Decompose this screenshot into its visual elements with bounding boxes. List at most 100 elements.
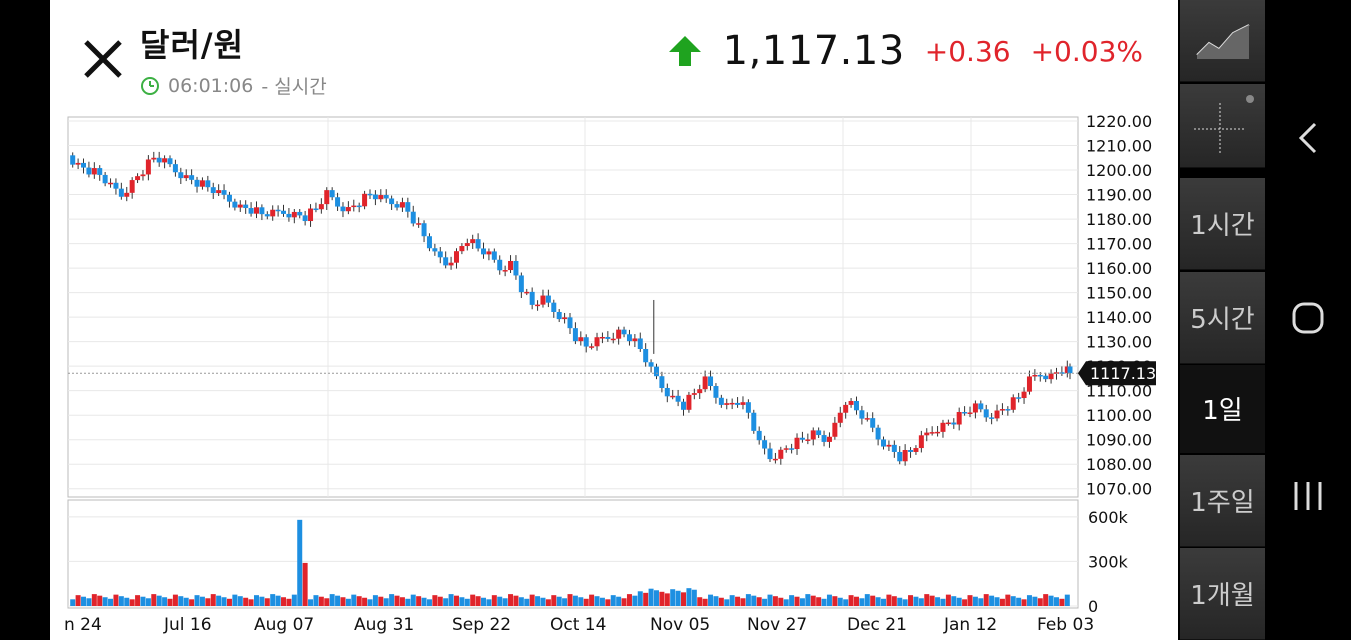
candle-body xyxy=(367,193,373,196)
candle-body xyxy=(918,435,924,449)
range-1d-button[interactable]: 1일 xyxy=(1180,365,1265,453)
candle-body xyxy=(891,444,897,452)
volume-bar xyxy=(551,595,557,606)
range-1m-button[interactable]: 1개월 xyxy=(1180,548,1265,640)
volume-chart[interactable]: 600k 300k 0 n 24 Jul 16 Aug 07 Aug 31 Sep 22 Oct… xyxy=(50,496,1178,640)
crosshair-icon xyxy=(1193,94,1254,155)
back-button[interactable] xyxy=(1265,98,1351,178)
volume-bar xyxy=(475,596,481,606)
volume-bar xyxy=(481,597,487,606)
volume-bar xyxy=(789,595,795,606)
candle-body xyxy=(767,448,773,460)
candle-body xyxy=(216,190,222,194)
candle-body xyxy=(124,192,130,197)
candle-body xyxy=(686,394,692,410)
crosshair-button[interactable] xyxy=(1180,84,1265,168)
volume-bar xyxy=(767,594,773,606)
close-icon[interactable] xyxy=(82,38,124,80)
candle-body xyxy=(729,402,735,405)
volume-bar xyxy=(826,594,832,606)
volume-bar xyxy=(275,595,281,606)
candle-body xyxy=(929,432,935,434)
volume-bar xyxy=(426,599,432,606)
volume-bar xyxy=(881,598,887,606)
candle-body xyxy=(86,167,92,175)
volume-bar xyxy=(270,594,276,606)
candle-body xyxy=(91,168,97,175)
volume-tick-label: 300k xyxy=(1088,552,1129,571)
recents-button[interactable] xyxy=(1265,456,1351,536)
volume-tick-label: 0 xyxy=(1088,597,1098,616)
volume-bar xyxy=(448,594,454,606)
candle-body xyxy=(199,180,205,187)
candle-body xyxy=(751,412,757,431)
volume-bar xyxy=(178,596,184,606)
quote-block: 1,117.13 +0.36 +0.03% xyxy=(667,28,1143,74)
candle-body xyxy=(129,180,135,193)
candlestick-chart[interactable]: 1220.00 1210.00 1200.00 1190.00 1180.00 1170.… xyxy=(50,110,1178,510)
volume-bar xyxy=(718,597,724,606)
candle-body xyxy=(816,430,822,436)
candle-body xyxy=(416,223,422,225)
candle-body xyxy=(972,403,978,413)
candle-body xyxy=(821,435,827,442)
current-price: 1,117.13 xyxy=(722,28,905,74)
volume-bar xyxy=(1064,594,1070,606)
volume-bar xyxy=(686,588,692,606)
volume-bar xyxy=(902,599,908,606)
candle-body xyxy=(475,239,481,249)
candle-body xyxy=(643,349,649,363)
volume-bar xyxy=(286,598,292,606)
candle-body xyxy=(291,211,297,218)
y-tick-label: 1070.00 xyxy=(1086,480,1152,499)
candle-body xyxy=(913,448,919,452)
current-price-label: 1117.13 xyxy=(1090,364,1156,383)
candle-body xyxy=(162,158,168,163)
volume-bar xyxy=(875,597,881,606)
volume-bar xyxy=(372,595,378,606)
volume-bar xyxy=(572,595,578,606)
volume-bar xyxy=(70,599,76,606)
range-label: 1일 xyxy=(1202,396,1243,426)
candle-body xyxy=(605,336,611,339)
candle-body xyxy=(708,376,714,387)
volume-bar xyxy=(329,594,335,606)
chart-type-button[interactable] xyxy=(1180,0,1265,82)
volume-bar xyxy=(924,594,930,606)
candle-body xyxy=(410,211,416,224)
candle-body xyxy=(513,260,519,276)
volume-bar xyxy=(1059,598,1065,606)
candle-body xyxy=(308,208,314,222)
volume-bar xyxy=(621,598,627,606)
volume-bar xyxy=(972,596,978,606)
x-tick-label: n 24 xyxy=(64,615,102,635)
candle-body xyxy=(497,259,503,271)
candle-body xyxy=(762,440,768,449)
volume-bar xyxy=(886,594,892,606)
y-tick-label: 1160.00 xyxy=(1086,259,1152,278)
volume-bar xyxy=(659,591,665,606)
volume-bar xyxy=(697,597,703,606)
volume-bar xyxy=(459,597,465,606)
candle-body xyxy=(843,404,849,413)
y-tick-label: 1110.00 xyxy=(1086,382,1152,401)
candle-body xyxy=(621,329,627,335)
chart-sidebar: 1시간 5시간 1일 1주일 1개월 xyxy=(1180,0,1265,640)
range-1h-button[interactable]: 1시간 xyxy=(1180,178,1265,270)
candle-body xyxy=(167,158,173,165)
volume-bar xyxy=(805,594,811,606)
volume-bar xyxy=(578,597,584,606)
volume-bar xyxy=(994,597,1000,606)
volume-bar xyxy=(756,597,762,606)
volume-bar xyxy=(556,596,562,606)
volume-bar xyxy=(864,594,870,606)
candle-body xyxy=(935,431,941,434)
range-5h-button[interactable]: 5시간 xyxy=(1180,272,1265,364)
candle-body xyxy=(572,328,578,342)
volume-bar xyxy=(308,599,314,606)
home-button[interactable] xyxy=(1265,278,1351,358)
volume-bar xyxy=(610,595,616,606)
range-1w-button[interactable]: 1주일 xyxy=(1180,455,1265,547)
volume-bar xyxy=(248,599,254,606)
candle-body xyxy=(340,206,346,212)
